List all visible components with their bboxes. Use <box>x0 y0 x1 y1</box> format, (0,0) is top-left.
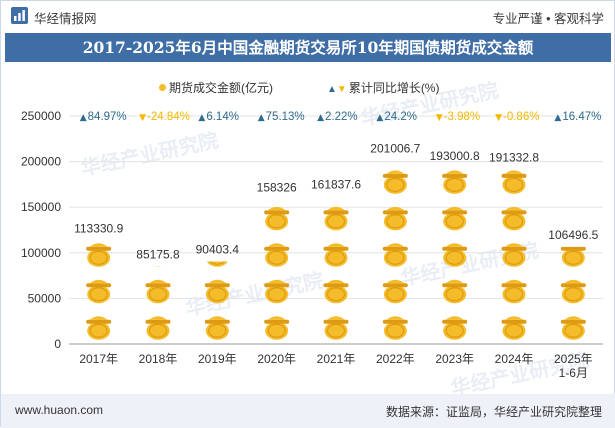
coin-pot-icon <box>86 279 112 304</box>
growth-down-icon: ▼ <box>495 113 502 123</box>
coin-pot-icon <box>323 243 349 267</box>
bar-value-label: 106496.5 <box>548 228 598 242</box>
growth-label: 75.13% <box>266 111 305 123</box>
growth-up-icon: ▲ <box>376 113 383 123</box>
x-tick-label: 2025年 <box>554 352 593 366</box>
growth-down-icon: ▼ <box>139 113 146 123</box>
coin-pot-icon <box>145 316 171 340</box>
bar-value-label: 90403.4 <box>196 243 240 257</box>
coin-pot-icon <box>501 279 527 304</box>
y-tick-label: 100000 <box>21 246 61 260</box>
legend-up-icon: ▲ <box>327 84 337 95</box>
coin-pot-icon <box>323 279 349 304</box>
y-tick-label: 0 <box>54 337 61 351</box>
watermark-text: 华经产业研究院 <box>79 128 221 181</box>
growth-up-icon: ▲ <box>317 113 324 123</box>
legend-item-growth: ▲▼ 累计同比增长(%) <box>327 79 439 96</box>
bar-value-label: 158326 <box>257 181 297 195</box>
coin-pot-icon <box>442 243 468 267</box>
x-tick-label: 2022年 <box>376 352 415 366</box>
x-tick-label: 1-6月 <box>559 366 588 380</box>
x-tick-label: 2020年 <box>257 352 296 366</box>
legend-coin-icon <box>159 84 166 91</box>
bar-value-label: 85175.8 <box>136 247 180 261</box>
legend-item-amount: 期货成交金额(亿元) <box>159 79 273 96</box>
coin-pot-icon <box>264 243 290 267</box>
coin-pot-icon <box>382 279 408 304</box>
growth-up-icon: ▲ <box>258 113 265 123</box>
growth-label: 16.47% <box>562 111 601 123</box>
coin-pot-icon <box>323 316 349 340</box>
x-tick-label: 2024年 <box>495 352 534 366</box>
coin-pot-icon <box>501 206 527 231</box>
coin-pot-icon <box>501 243 527 267</box>
growth-label: -0.86% <box>503 111 539 123</box>
coin-pot-icon <box>382 243 408 267</box>
growth-up-icon: ▲ <box>554 113 561 123</box>
brand-logo-icon <box>11 7 28 24</box>
growth-label: -24.84% <box>147 111 190 123</box>
brand-slogan: 专业严谨 • 客观科学 <box>492 12 604 26</box>
chart-plot: 华经产业研究院华经产业研究院华经产业研究院华经产业研究院华经产业研究院05000… <box>21 78 603 394</box>
x-tick-label: 2018年 <box>139 352 178 366</box>
legend-label-amount: 期货成交金额(亿元) <box>169 81 273 95</box>
coin-pot-icon <box>382 170 408 194</box>
y-tick-label: 200000 <box>21 155 61 169</box>
data-source: 数据来源：证监局，华经产业研究院整理 <box>385 405 602 419</box>
bar-value-label: 193000.8 <box>430 149 480 163</box>
brand-name: 华经情报网 <box>34 12 97 26</box>
coin-pot-icon <box>442 206 468 231</box>
coin-pot-icon <box>154 266 162 267</box>
growth-label: 84.97% <box>88 111 127 123</box>
bar-value-label: 191332.8 <box>489 151 539 165</box>
y-tick-label: 50000 <box>28 291 62 305</box>
coin-pot-icon <box>442 170 468 194</box>
x-tick-label: 2017年 <box>79 352 118 366</box>
growth-down-icon: ▼ <box>436 113 443 123</box>
chart-title: 2017-2025年6月中国金融期货交易所10年期国债期货成交金额 <box>5 33 611 62</box>
x-tick-label: 2019年 <box>198 352 237 366</box>
growth-up-icon: ▲ <box>198 113 205 123</box>
bar-value-label: 113330.9 <box>74 222 123 236</box>
website-link[interactable]: www.huaon.com <box>15 403 104 417</box>
coin-pot-icon <box>560 246 586 267</box>
legend-label-growth: 累计同比增长(%) <box>348 81 440 95</box>
growth-label: 6.14% <box>206 111 239 123</box>
coin-pot-icon <box>323 206 349 231</box>
growth-label: 24.2% <box>384 111 417 123</box>
coin-pot-icon <box>501 170 527 194</box>
y-tick-label: 250000 <box>21 109 61 123</box>
coin-pot-icon <box>264 316 290 340</box>
coin-pot-icon <box>560 279 586 304</box>
legend-down-icon: ▼ <box>336 84 347 95</box>
coin-pot-icon <box>501 316 527 340</box>
growth-label: 2.22% <box>325 111 358 123</box>
coin-pot-icon <box>145 279 171 304</box>
coin-pot-icon <box>206 261 228 267</box>
coin-pot-icon <box>264 279 290 304</box>
coin-pot-icon <box>264 206 290 231</box>
coin-pot-icon <box>204 316 230 340</box>
coin-pot-icon <box>86 316 112 340</box>
coin-pot-icon <box>204 279 230 304</box>
bar-value-label: 161837.6 <box>311 177 361 191</box>
x-tick-label: 2021年 <box>317 352 356 366</box>
coin-pot-icon <box>442 279 468 304</box>
x-tick-label: 2023年 <box>435 352 474 366</box>
y-tick-label: 150000 <box>21 200 61 214</box>
watermark-text: 华经产业研究院 <box>184 268 326 321</box>
growth-label: -3.98% <box>444 111 480 123</box>
growth-up-icon: ▲ <box>80 113 87 123</box>
coin-pot-icon <box>560 316 586 340</box>
coin-pot-icon <box>382 206 408 231</box>
bar-value-label: 201006.7 <box>370 142 420 156</box>
footer: www.huaon.com 数据来源：证监局，华经产业研究院整理 <box>1 394 615 428</box>
top-bar: 华经情报网 专业严谨 • 客观科学 <box>1 1 615 31</box>
coin-pot-icon <box>382 316 408 340</box>
coin-pot-icon <box>86 243 112 267</box>
coin-pot-icon <box>442 316 468 340</box>
